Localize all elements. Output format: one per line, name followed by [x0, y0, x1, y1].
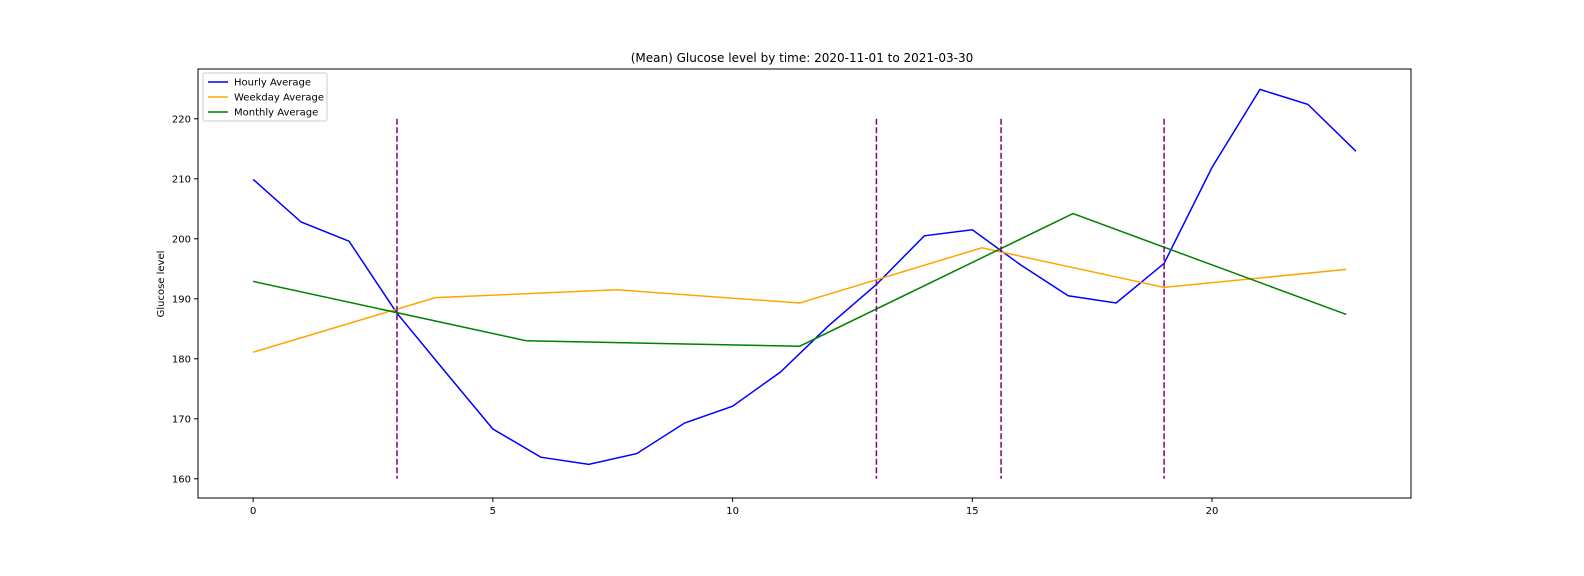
- y-tick-label: 160: [172, 474, 191, 485]
- x-tick-label: 20: [1206, 506, 1219, 517]
- legend-label-weekday-average: Weekday Average: [234, 93, 324, 104]
- series-line-hourly-average: [252, 88, 1357, 466]
- x-tick-label: 5: [490, 506, 496, 517]
- x-tick-label: 15: [966, 506, 979, 517]
- y-axis-label: Glucose level: [156, 251, 167, 318]
- plot-area: 0 5 10 15 20 160 170 180 190 200 210 220: [172, 68, 1412, 517]
- legend-label-hourly-average: Hourly Average: [234, 78, 311, 89]
- chart-title: (Mean) Glucose level by time: 2020-11-01…: [631, 51, 974, 65]
- y-tick-label: 210: [172, 174, 191, 185]
- y-tick-label: 180: [172, 354, 191, 365]
- y-tick-label: 170: [172, 414, 191, 425]
- y-tick-label: 200: [172, 234, 191, 245]
- legend-label-monthly-average: Monthly Average: [234, 108, 318, 119]
- legend-box: [202, 72, 328, 122]
- legend: Hourly Average Weekday Average Monthly Ave…: [202, 72, 328, 122]
- x-tick-label: 10: [726, 506, 739, 517]
- series-line-monthly-average: [252, 212, 1347, 347]
- plot-frame: [197, 68, 1412, 499]
- y-tick-label: 220: [172, 114, 191, 125]
- x-tick-label: 0: [250, 506, 256, 517]
- y-tick-label: 190: [172, 294, 191, 305]
